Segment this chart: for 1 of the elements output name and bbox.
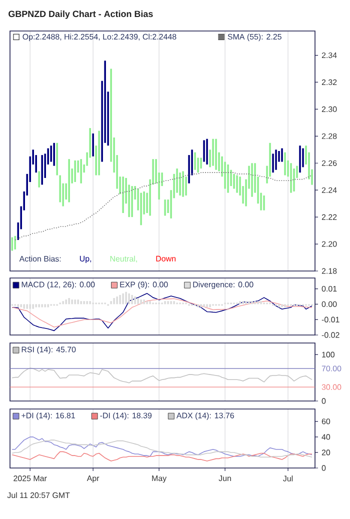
chart-title: GBPNZD Daily Chart - Action Bias: [8, 10, 153, 19]
